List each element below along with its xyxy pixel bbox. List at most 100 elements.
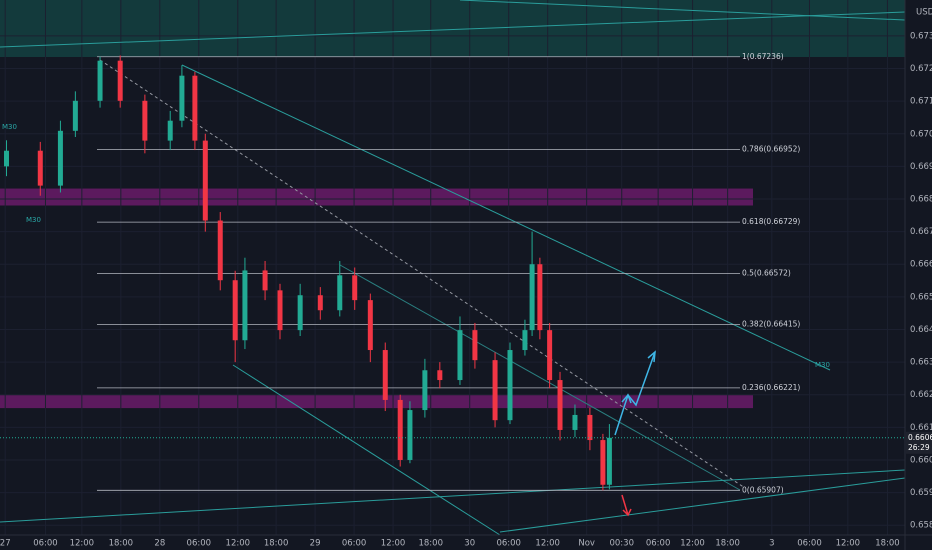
candle-body <box>217 220 223 281</box>
candle-body <box>572 414 578 430</box>
x-tick-label: 18:00 <box>875 539 900 549</box>
candle-body <box>57 130 63 186</box>
candle-body <box>422 370 428 411</box>
y-tick-label: 0.65900 <box>910 488 932 498</box>
y-tick-label: 0.66000 <box>910 455 932 465</box>
candle-body <box>529 264 535 331</box>
trendline <box>0 469 906 523</box>
timeframe-label: M30 <box>26 216 41 224</box>
x-tick-label: 27 <box>0 539 11 549</box>
fib-label: 0.382(0.66415) <box>742 320 800 329</box>
x-tick-label: 06:00 <box>33 539 58 549</box>
candle-body <box>600 440 606 485</box>
x-tick-label: 06:00 <box>496 539 521 549</box>
candle-body <box>179 75 185 121</box>
fibonacci: 1(0.67236) 0.786(0.66952) 0.618(0.66729) 0.… <box>97 52 800 494</box>
fib-label: 0.786(0.66952) <box>742 144 800 153</box>
candle-body <box>472 330 478 361</box>
candle-body <box>337 275 343 311</box>
y-tick-label: 0.66300 <box>910 358 932 368</box>
y-tick-label: 0.66600 <box>910 260 932 270</box>
candle-body <box>262 270 268 291</box>
candle-body <box>492 360 498 421</box>
candle-body <box>457 330 463 381</box>
y-tick-label: 0.66700 <box>910 227 932 237</box>
x-tick-label: 18:00 <box>109 539 134 549</box>
candle-body <box>202 140 208 221</box>
trendline <box>181 64 831 371</box>
arrow-head <box>647 350 656 363</box>
last-price: 0.66068 <box>908 433 932 442</box>
timeframe-label: M30 <box>2 123 17 131</box>
candle-body <box>352 275 358 301</box>
candle-body <box>606 437 612 485</box>
countdown: 26:29 <box>908 443 930 452</box>
x-tick-label: 06:00 <box>646 539 671 549</box>
x-tick-label: 29 <box>310 539 321 549</box>
y-tick-label: 0.66400 <box>910 325 932 335</box>
zones <box>0 188 753 409</box>
x-tick-label: 00:30 <box>609 539 634 549</box>
y-tick-label: 0.67000 <box>910 129 932 139</box>
x-tick-label: 12:00 <box>836 539 861 549</box>
fib-label: 0.236(0.66221) <box>742 383 800 392</box>
fib-label: 1(0.67236) <box>742 52 784 61</box>
candle-body <box>142 100 148 141</box>
y-tick-label: 0.66200 <box>910 390 932 400</box>
candle-body <box>537 264 543 331</box>
y-tick-label: 0.66100 <box>910 423 932 433</box>
candle-body <box>507 350 513 421</box>
y-tick-label: 0.67100 <box>910 97 932 107</box>
candle-body <box>367 300 373 351</box>
candles <box>3 55 612 491</box>
candle-body <box>397 399 403 460</box>
candle-body <box>587 414 593 441</box>
trendlines <box>0 0 906 536</box>
trendline <box>0 11 906 48</box>
candle-body <box>407 410 413 460</box>
x-tick-label: 06:00 <box>187 539 212 549</box>
y-tick-label: 0.67200 <box>910 64 932 74</box>
trendline <box>232 364 501 536</box>
candle-body <box>242 270 248 341</box>
x-tick-label: 18:00 <box>715 539 740 549</box>
x-tick-label: 12:00 <box>70 539 95 549</box>
x-tick-label: 06:00 <box>797 539 822 549</box>
y-tick-label: 0.66800 <box>910 194 932 204</box>
arrow-head <box>621 393 632 404</box>
x-tick-label: 18:00 <box>264 539 289 549</box>
x-tick-label: 12:00 <box>535 539 560 549</box>
x-tick-label: 06:00 <box>342 539 367 549</box>
x-tick-label: 18:00 <box>418 539 443 549</box>
candle-body <box>232 280 238 341</box>
y-tick-label: 0.66900 <box>910 162 932 172</box>
top-zone <box>0 0 905 57</box>
candle-body <box>557 380 563 430</box>
candle-body <box>522 330 528 351</box>
down-arrow <box>621 494 629 516</box>
axes: 0.65800 0.65900 0.66000 0.66100 0.66200 0.663… <box>0 31 932 549</box>
candle-body <box>192 75 198 141</box>
x-tick-label: 12:00 <box>381 539 406 549</box>
candle-body <box>117 60 123 101</box>
candle-body <box>167 120 173 141</box>
candle-body <box>3 150 9 167</box>
fib-label: 0.5(0.66572) <box>742 268 791 277</box>
x-tick-label: 3 <box>769 539 774 549</box>
trendline <box>459 0 906 21</box>
fib-label: 0.618(0.66729) <box>742 217 800 226</box>
candle-body <box>547 330 553 381</box>
zone <box>0 188 753 206</box>
candle-body <box>317 295 323 311</box>
timeframe-label: M30 <box>815 361 830 369</box>
candle-body <box>97 60 103 101</box>
x-tick-label: 30 <box>464 539 475 549</box>
y-tick-label: 0.65800 <box>910 521 932 531</box>
x-tick-label: 28 <box>154 539 165 549</box>
candle-body <box>277 290 283 331</box>
x-tick-label: 12:00 <box>226 539 251 549</box>
y-tick-label: 0.67300 <box>910 31 932 41</box>
fib-label: 0(0.65907) <box>742 485 784 494</box>
